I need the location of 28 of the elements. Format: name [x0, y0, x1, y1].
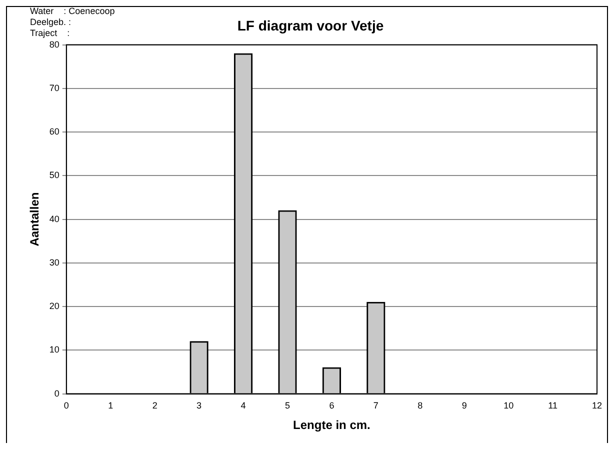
- x-tick-label: 2: [152, 400, 158, 411]
- x-tick-label: 5: [284, 400, 290, 411]
- y-tick-label: 50: [49, 170, 60, 180]
- y-tick-label: 60: [49, 126, 60, 137]
- text: Water : Coenecoop: [30, 6, 115, 17]
- text: Traject :: [30, 28, 71, 39]
- y-tick-label: 40: [49, 214, 60, 224]
- x-tick-label: 11: [548, 400, 558, 411]
- y-tick-label: 10: [49, 344, 60, 355]
- x-tick-label: 4: [240, 400, 246, 411]
- y-axis-title: Aantallen: [28, 192, 42, 246]
- x-tick-label: 8: [418, 400, 423, 411]
- x-tick-label: 3: [196, 400, 202, 411]
- text: Deelgeb. :: [30, 17, 72, 28]
- x-tick-label: 9: [462, 400, 467, 411]
- y-tick-label: 20: [49, 301, 60, 312]
- y-tick-label: 80: [49, 39, 60, 50]
- y-tick-label: 0: [54, 388, 60, 398]
- chart-title: LF diagram voor Vetje: [237, 17, 384, 34]
- x-tick-label: 1: [108, 400, 114, 411]
- x-tick-label: 0: [64, 400, 69, 411]
- x-tick-label: 6: [329, 400, 334, 411]
- y-tick-label: 70: [49, 82, 60, 93]
- x-tick-label: 10: [504, 400, 514, 411]
- y-tick-label: 30: [49, 257, 60, 268]
- x-axis-title: Lengte in cm.: [293, 418, 370, 432]
- x-tick-label: 12: [592, 400, 602, 411]
- x-tick-label: 7: [373, 400, 378, 411]
